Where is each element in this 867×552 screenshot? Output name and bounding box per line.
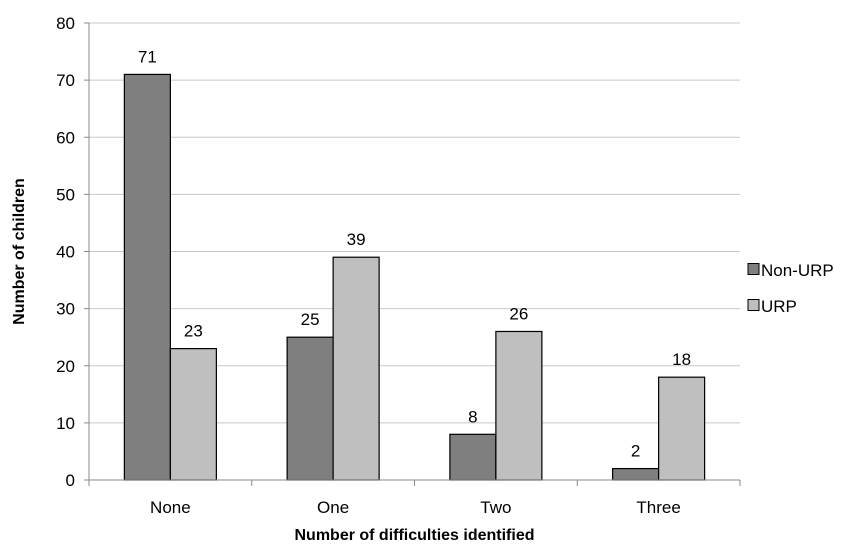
y-tick-label: 50: [56, 185, 75, 204]
x-axis-title: Number of difficulties identified: [294, 527, 534, 544]
bar-urp-one: [332, 256, 380, 481]
y-tick-label: 20: [56, 357, 75, 376]
y-tick-label: 30: [56, 300, 75, 319]
data-label: 2: [631, 442, 640, 461]
data-label: 23: [184, 322, 203, 341]
legend-swatch: [747, 299, 760, 311]
data-label: 71: [138, 47, 157, 66]
data-label: 18: [672, 350, 691, 369]
legend-label: URP: [761, 297, 797, 316]
y-tick-label: 40: [56, 243, 75, 262]
legend: Non-URP URP: [747, 261, 834, 316]
y-tick-label: 60: [56, 128, 75, 147]
legend-label: Non-URP: [761, 261, 834, 280]
legend-swatch: [747, 263, 760, 275]
bar-non-urp-three: [612, 467, 660, 481]
axes: 0 10 20 30 40 50 60 70 80 None One Two Three: [56, 14, 741, 517]
bar-urp-three: [658, 376, 706, 481]
bars: [123, 73, 706, 481]
x-tick-label: Three: [636, 498, 680, 517]
bar-urp-two: [495, 330, 543, 481]
y-axis-title: Number of children: [11, 178, 28, 325]
data-label: 8: [468, 407, 477, 426]
data-label: 26: [509, 304, 528, 323]
bar-non-urp-two: [449, 433, 497, 481]
data-label: 25: [301, 310, 320, 329]
y-tick-label: 80: [56, 14, 75, 33]
x-tick-label: None: [150, 498, 191, 517]
bar-non-urp-none: [123, 73, 171, 481]
data-labels: 71 23 25 39 8 26 2 18: [138, 47, 691, 460]
x-tick-label: One: [317, 498, 349, 517]
x-tick-label: Two: [480, 498, 511, 517]
bar-urp-none: [169, 348, 217, 481]
y-tick-label: 10: [56, 414, 75, 433]
y-tick-label: 0: [66, 471, 75, 490]
bar-non-urp-one: [286, 336, 334, 481]
data-label: 39: [347, 230, 366, 249]
y-tick-label: 70: [56, 71, 75, 90]
